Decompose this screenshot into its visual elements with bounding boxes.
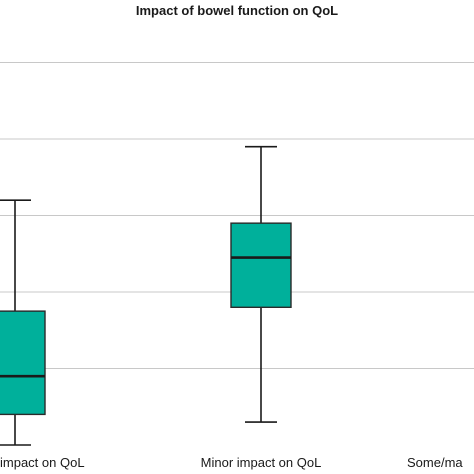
boxes	[0, 145, 292, 446]
gridlines	[0, 62, 474, 369]
iqr-box	[0, 310, 46, 416]
x-tick-label: impact on QoL	[0, 455, 85, 470]
x-tick-label: Minor impact on QoL	[201, 455, 322, 470]
box-plot-group	[0, 199, 46, 446]
box-plot-group	[230, 145, 292, 423]
x-tick-labels: impact on QoL Minor impact on QoL Some/ma	[0, 455, 463, 470]
chart-title: Impact of bowel function on QoL	[136, 3, 338, 18]
iqr-box	[230, 222, 292, 308]
x-tick-label: Some/ma	[407, 455, 463, 470]
